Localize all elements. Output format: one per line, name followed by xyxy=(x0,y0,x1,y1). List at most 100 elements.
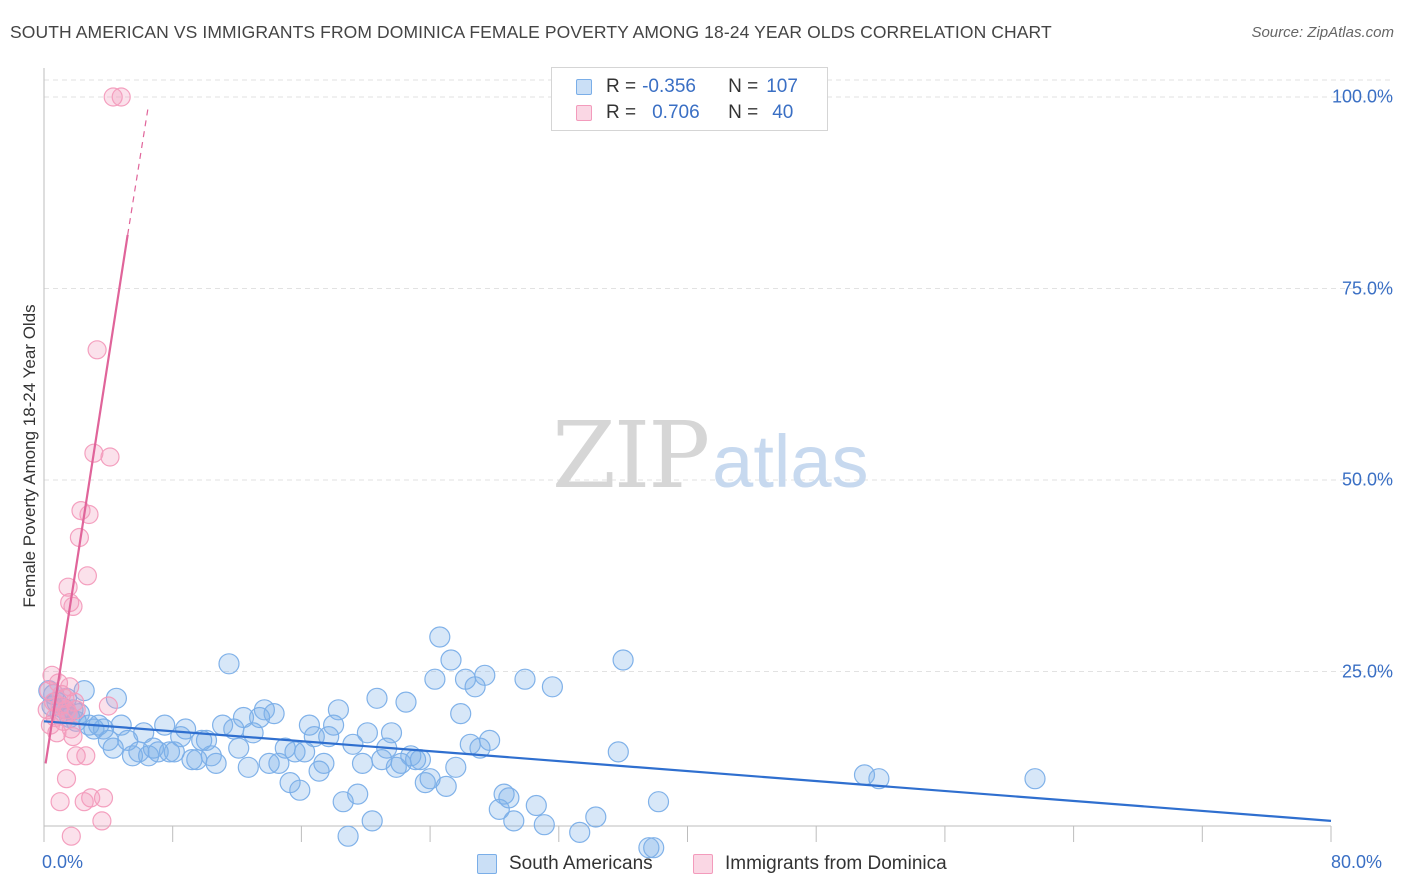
y-tick-label: 100.0% xyxy=(1331,86,1393,107)
point-south-americans xyxy=(424,668,446,690)
point-south-americans xyxy=(395,691,417,713)
point-south-americans xyxy=(445,756,467,778)
point-south-americans xyxy=(263,702,285,725)
point-south-americans xyxy=(503,810,525,832)
bottom-legend-swatch-south-americans xyxy=(477,854,497,874)
point-south-americans xyxy=(92,718,115,740)
legend-n-label: N = xyxy=(728,102,759,123)
legend-n-value: 107 xyxy=(766,76,798,97)
trend-line-south-americans xyxy=(43,720,1332,822)
point-dominica xyxy=(61,826,81,846)
point-south-americans xyxy=(121,745,144,767)
legend-r-label: R = xyxy=(606,76,637,97)
point-dominica xyxy=(100,447,120,467)
point-dominica xyxy=(93,788,114,808)
point-south-americans xyxy=(1024,768,1046,790)
point-south-americans xyxy=(409,748,431,771)
point-south-americans xyxy=(158,741,181,763)
trend-line-dominica xyxy=(44,234,129,764)
bottom-legend-label-dominica: Immigrants from Dominica xyxy=(725,853,947,874)
legend-row-south-americans: R = -0.356 N = 107 xyxy=(576,75,798,99)
point-south-americans xyxy=(479,729,501,752)
legend-swatch-dominica xyxy=(576,105,592,121)
point-south-americans xyxy=(356,722,378,744)
point-south-americans xyxy=(366,687,388,709)
trend-lines xyxy=(43,104,1332,822)
point-south-americans xyxy=(612,649,634,671)
point-south-americans xyxy=(474,664,496,686)
point-south-americans xyxy=(337,825,359,847)
point-south-americans xyxy=(327,699,349,721)
legend-n-label: N = xyxy=(728,76,759,97)
point-dominica xyxy=(42,665,62,685)
point-dominica xyxy=(66,700,86,720)
point-south-americans xyxy=(175,718,197,740)
point-south-americans xyxy=(647,791,670,813)
point-dominica xyxy=(63,726,83,747)
point-south-americans xyxy=(638,837,660,859)
point-south-americans xyxy=(585,806,607,828)
y-tick-label: 25.0% xyxy=(1341,661,1393,681)
bottom-legend-swatch-dominica xyxy=(693,854,713,874)
point-south-americans xyxy=(351,752,374,775)
point-south-americans xyxy=(435,775,457,798)
chart-source: Source: ZipAtlas.com xyxy=(1251,24,1394,41)
point-south-americans xyxy=(429,626,451,648)
point-south-americans xyxy=(105,687,128,709)
y-tick-label: 50.0% xyxy=(1341,469,1393,490)
point-south-americans xyxy=(569,821,591,844)
point-dominica xyxy=(64,692,85,712)
point-dominica xyxy=(47,723,67,743)
point-south-americans xyxy=(868,768,890,790)
x-tick-label-max: 80.0% xyxy=(1331,852,1383,872)
point-dominica xyxy=(87,340,107,360)
bottom-legend-south-americans: South Americans xyxy=(477,852,653,876)
point-south-americans xyxy=(347,783,369,805)
gridlines xyxy=(44,79,1392,672)
point-dominica xyxy=(98,696,119,716)
point-south-americans xyxy=(147,741,169,763)
point-south-americans xyxy=(318,725,340,748)
point-south-americans xyxy=(514,668,536,690)
point-dominica xyxy=(56,769,77,789)
point-dominica xyxy=(111,87,131,107)
point-dominica xyxy=(50,792,70,812)
legend-row-dominica: R = 0.706 N = 40 xyxy=(576,101,793,125)
point-south-americans xyxy=(191,729,213,752)
point-dominica xyxy=(92,811,112,831)
bottom-legend-label-south-americans: South Americans xyxy=(509,853,653,874)
legend-r-value: 0.706 xyxy=(652,102,700,123)
point-dominica xyxy=(60,677,80,697)
south-americans-points xyxy=(38,626,1046,859)
point-south-americans xyxy=(205,752,227,775)
point-south-americans xyxy=(498,787,520,809)
point-south-americans xyxy=(232,706,255,729)
point-south-americans xyxy=(607,741,629,763)
point-south-americans xyxy=(289,779,311,801)
point-south-americans xyxy=(525,794,547,817)
legend-n-value: 40 xyxy=(772,102,794,123)
bottom-legend-dominica: Immigrants from Dominica xyxy=(693,852,947,876)
point-south-americans xyxy=(218,653,240,675)
legend-r-label: R = xyxy=(606,102,637,123)
point-south-americans xyxy=(643,837,665,859)
correlation-legend: R = -0.356 N = 107 R = 0.706 N = 40 xyxy=(551,67,828,131)
y-tick-label: 75.0% xyxy=(1341,278,1393,298)
trend-line-dominica-extension xyxy=(127,104,150,235)
x-tick-label-min: 0.0% xyxy=(42,852,84,872)
legend-r-value: -0.356 xyxy=(642,76,696,97)
point-south-americans xyxy=(533,814,555,836)
point-south-americans xyxy=(450,702,472,725)
point-dominica xyxy=(103,87,123,107)
point-dominica xyxy=(77,566,98,586)
point-dominica xyxy=(63,596,83,617)
point-south-americans xyxy=(313,752,335,775)
point-dominica xyxy=(76,746,96,766)
chart-title: SOUTH AMERICAN VS IMMIGRANTS FROM DOMINI… xyxy=(10,22,1052,42)
point-south-americans xyxy=(440,649,462,671)
point-south-americans xyxy=(380,722,403,744)
point-south-americans xyxy=(228,737,250,759)
legend-swatch-south-americans xyxy=(576,79,592,95)
y-axis-label: Female Poverty Among 18-24 Year Olds xyxy=(20,304,39,608)
